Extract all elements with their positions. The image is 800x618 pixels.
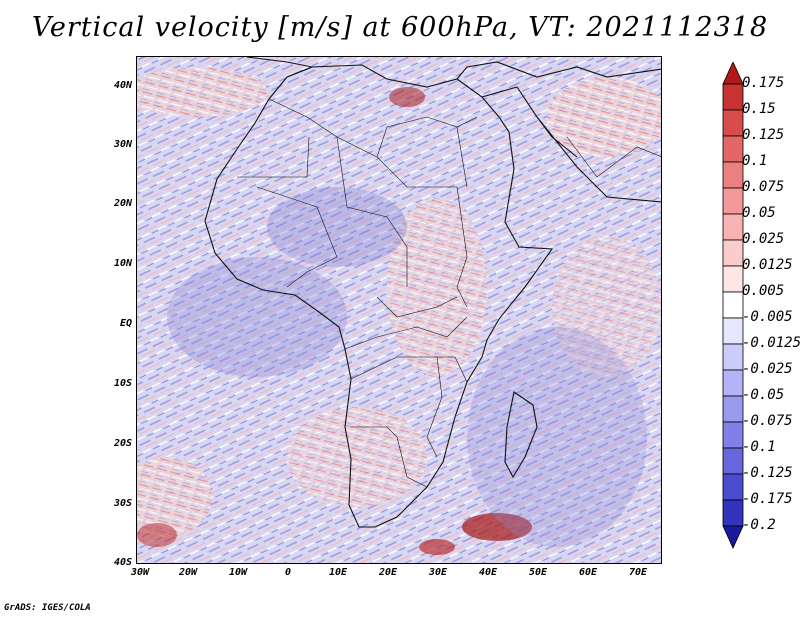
lat-label: 20S [113, 438, 132, 449]
lat-label: 20N [113, 198, 132, 209]
velocity-zone [389, 87, 425, 107]
lat-label: 40S [113, 557, 132, 568]
velocity-zone [137, 67, 267, 117]
lon-label: 10W [228, 567, 248, 578]
colorbar-label: -0.05 [742, 387, 785, 403]
colorbar-label: 0.075 [742, 179, 785, 195]
lon-label: 60E [578, 567, 598, 578]
lon-label: 10E [328, 567, 348, 578]
colorbar-label: 0.125 [742, 127, 785, 143]
colorbar-segment [722, 421, 744, 449]
velocity-zone [137, 457, 212, 537]
colorbar-cap [722, 62, 744, 85]
lon-label: 70E [628, 567, 648, 578]
colorbar-segment [722, 395, 744, 423]
colorbar-label: 0.0125 [742, 257, 793, 273]
lon-label: 30W [130, 567, 150, 578]
colorbar-label: -0.2 [742, 517, 776, 533]
colorbar-label: 0.175 [742, 75, 785, 91]
colorbar-label: 0.15 [742, 101, 776, 117]
lat-label: 10N [113, 258, 132, 269]
velocity-zone [419, 539, 455, 555]
colorbar-label: -0.025 [742, 361, 793, 377]
velocity-zone [467, 327, 647, 547]
colorbar-segment [722, 499, 744, 527]
colorbar-segment [722, 343, 744, 371]
colorbar [722, 62, 744, 549]
colorbar-segment [722, 447, 744, 475]
lat-label: 40N [113, 80, 132, 91]
lon-label: 30E [428, 567, 448, 578]
lon-label: 40E [478, 567, 498, 578]
colorbar-label: -0.075 [742, 413, 793, 429]
colorbar-label: -0.005 [742, 309, 793, 325]
velocity-zone [167, 257, 347, 377]
lon-label: 50E [528, 567, 548, 578]
lat-label: 10S [113, 378, 132, 389]
colorbar-segment [722, 317, 744, 345]
country-borders [237, 98, 661, 488]
colorbar-label: 0.1 [742, 153, 768, 169]
colorbar-segment [722, 265, 744, 293]
lat-label: EQ [119, 318, 132, 329]
colorbar-label: -0.0125 [742, 335, 800, 351]
velocity-map [136, 56, 662, 564]
colorbar-segment [722, 473, 744, 501]
colorbar-segment [722, 187, 744, 215]
colorbar-segment [722, 291, 744, 319]
velocity-zone [267, 187, 407, 267]
colorbar-segment [722, 369, 744, 397]
velocity-zone [547, 77, 661, 157]
lon-label: 20W [178, 567, 198, 578]
lat-label: 30S [113, 498, 132, 509]
credit-text: GrADS: IGES/COLA [4, 603, 91, 613]
colorbar-label: -0.1 [742, 439, 776, 455]
velocity-zone [462, 513, 532, 541]
colorbar-segment [722, 213, 744, 241]
colorbar-label: 0.025 [742, 231, 785, 247]
colorbar-label: 0.005 [742, 283, 785, 299]
lon-label: 0 [284, 567, 292, 578]
velocity-zone [387, 197, 487, 377]
colorbar-segment [722, 135, 744, 163]
velocity-zone [552, 237, 661, 377]
colorbar-label: -0.175 [742, 491, 793, 507]
map-title: Vertical velocity [m/s] at 600hPa, VT: 2… [31, 12, 769, 43]
colorbar-segment [722, 83, 744, 111]
colorbar-label: 0.05 [742, 205, 776, 221]
velocity-zone [137, 523, 177, 547]
map-svg [137, 57, 661, 563]
colorbar-segment [722, 239, 744, 267]
colorbar-label: -0.125 [742, 465, 793, 481]
colorbar-cap [722, 525, 744, 549]
lon-label: 20E [378, 567, 398, 578]
lat-label: 30N [113, 139, 132, 150]
colorbar-segment [722, 161, 744, 189]
colorbar-segment [722, 109, 744, 137]
velocity-zone [287, 407, 427, 507]
